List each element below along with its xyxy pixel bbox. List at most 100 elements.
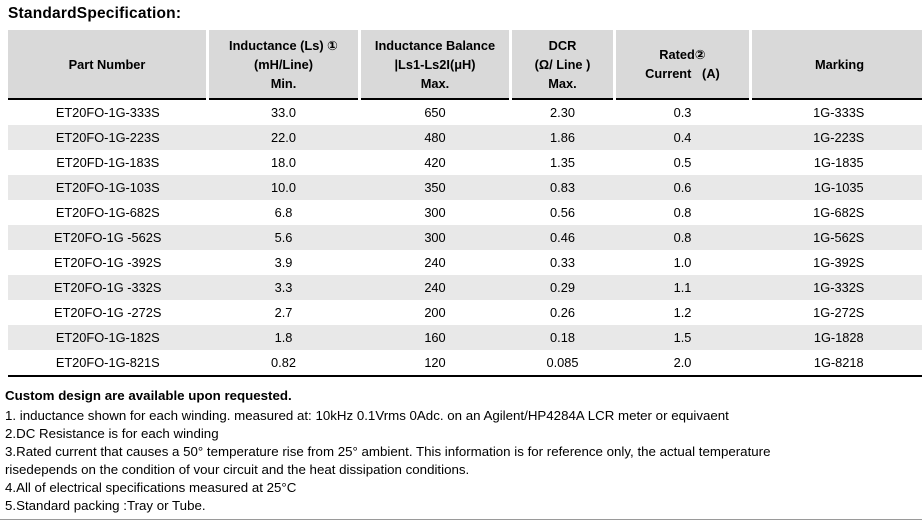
table-cell: 2.0 [614,350,751,377]
table-cell: 0.8 [673,205,692,220]
table-cell: 1.8 [274,330,293,345]
column-header-line: Inductance Balance [374,37,496,53]
column-header-line: Part Number [68,56,146,72]
table-cell: ET20FO-1G -392S [54,255,162,270]
table-cell: 1G-562S [813,230,865,245]
table-cell: 0.33 [550,255,575,270]
table-cell: 1G-1035 [813,180,864,195]
table-cell: 1G-682S [813,205,865,220]
table-row: ET20FO-1G-682S 6.8 300 0.56 0.8 1G-682S [8,200,922,225]
table-cell: 1G-223S [813,130,865,145]
table-cell: 6.8 [274,205,293,220]
table-cell: 240 [424,280,446,295]
table-cell: 300 [424,230,446,245]
table-cell: 1G-1835 [813,155,864,170]
table-cell: 350 [424,180,446,195]
column-header-line: Max. [548,75,577,91]
table-row: ET20FO-1G -272S 2.7 200 0.26 1.2 1G-272S [8,300,922,325]
table-cell: 1.1 [673,280,692,295]
table-cell: 650 [424,105,446,120]
table-cell: ET20FO-1G -332S [54,280,162,295]
column-header-line: (mH/Line) [253,56,313,72]
table-header: Part Number Inductance (Ls) ① (mH/Line) Min… [8,30,922,100]
table-cell: 480 [424,130,446,145]
table-cell: 0.18 [550,330,575,345]
table-cell: 18.0 [271,155,296,170]
table-cell: 1.0 [673,255,692,270]
table-cell: 0.26 [550,305,575,320]
table-row: ET20FO-1G-223S 22.0 480 1.86 0.4 1G-223S [8,125,922,150]
table-cell: 0.085 [510,350,615,377]
table-cell: 160 [424,330,446,345]
table-cell: 1.5 [673,330,692,345]
column-header: Rated② Current (A) [613,30,751,100]
table-row: ET20FO-1G -392S 3.9 240 0.33 1.0 1G-392S [8,250,922,275]
column-header: Inductance Balance |Ls1-Ls2I(μH) Max. [358,30,511,100]
table-cell: 420 [424,155,446,170]
bottom-divider [0,519,922,520]
table-body: ET20FO-1G-333S 33.0 650 2.30 0.3 1G-333S ET20F… [8,99,922,377]
table-row: ET20FO-1G-333S 33.0 650 2.30 0.3 1G-333S [8,99,922,125]
table-cell: 2.7 [274,305,293,320]
table-cell: 0.6 [673,180,692,195]
table-cell: 0.5 [673,155,692,170]
table-cell: ET20FO-1G-821S [8,350,208,377]
note-line: risedepends on the condition of vour cir… [5,462,470,477]
column-header: Part Number [8,30,208,100]
column-header-line: Min. [270,75,297,91]
column-header-line: (Ω/ Line ) [534,56,591,72]
column-header-line: Marking [814,56,865,72]
notes-list: 1. inductance shown for each winding. me… [5,407,922,515]
table-cell: 1.35 [550,155,575,170]
table-cell: ET20FO-1G-182S [55,330,160,345]
table-cell: 33.0 [271,105,296,120]
note-line: 1. inductance shown for each winding. me… [5,408,729,423]
table-cell: 120 [359,350,511,377]
column-header-line: Current (A) [645,66,720,81]
table-cell: 3.9 [274,255,293,270]
table-cell: 1G-333S [813,105,865,120]
table-cell: 0.83 [550,180,575,195]
column-header: DCR (Ω/ Line ) Max. [509,30,615,100]
table-cell: ET20FO-1G-333S [55,105,160,120]
table-row: ET20FO-1G -332S 3.3 240 0.29 1.1 1G-332S [8,275,922,300]
column-header-line: DCR [548,37,577,53]
table-row: ET20FO-1G-103S 10.0 350 0.83 0.6 1G-1035 [8,175,922,200]
table-row: ET20FO-1G-821S 0.82 120 0.085 2.0 1G-8218 [8,350,922,377]
table-cell: 0.3 [673,105,692,120]
table-cell: 240 [424,255,446,270]
header-row: Part Number Inductance (Ls) ① (mH/Line) Min… [8,30,922,100]
column-header-line: Inductance (Ls) ① [229,37,338,53]
column-header: Inductance (Ls) ① (mH/Line) Min. [206,30,360,100]
page-title: StandardSpecification: [8,5,182,22]
table-cell: ET20FD-1G-183S [56,155,160,170]
table-cell: 0.4 [673,130,692,145]
table-cell: 1G-272S [813,305,865,320]
table-row: ET20FD-1G-183S 18.0 420 1.35 0.5 1G-1835 [8,150,922,175]
table-cell: 200 [424,305,446,320]
column-header: Marking [749,30,922,100]
table-cell: ET20FO-1G-223S [55,130,160,145]
table-cell: 0.82 [207,350,360,377]
column-header-line: |Ls1-Ls2I(μH) [394,56,476,72]
table-cell: 1G-392S [813,255,865,270]
table-cell: ET20FO-1G-103S [55,180,160,195]
note-line: 5.Standard packing :Tray or Tube. [5,498,206,513]
note-line: 2.DC Resistance is for each winding [5,426,219,441]
note-line: 3.Rated current that causes a 50° temper… [5,444,771,459]
table-cell: 0.8 [673,230,692,245]
table-cell: ET20FO-1G-682S [55,205,160,220]
table-cell: 22.0 [271,130,296,145]
table-cell: 1.2 [673,305,692,320]
table-cell: 0.56 [550,205,575,220]
table-cell: 0.46 [550,230,575,245]
table-cell: 0.29 [550,280,575,295]
table-cell: 300 [424,205,446,220]
table-cell: 10.0 [271,180,296,195]
table-cell: 1G-8218 [750,350,922,377]
table-cell: 1G-332S [813,280,865,295]
table-cell: 5.6 [274,230,293,245]
table-cell: 1G-1828 [813,330,864,345]
column-header-line: Max. [420,75,450,91]
